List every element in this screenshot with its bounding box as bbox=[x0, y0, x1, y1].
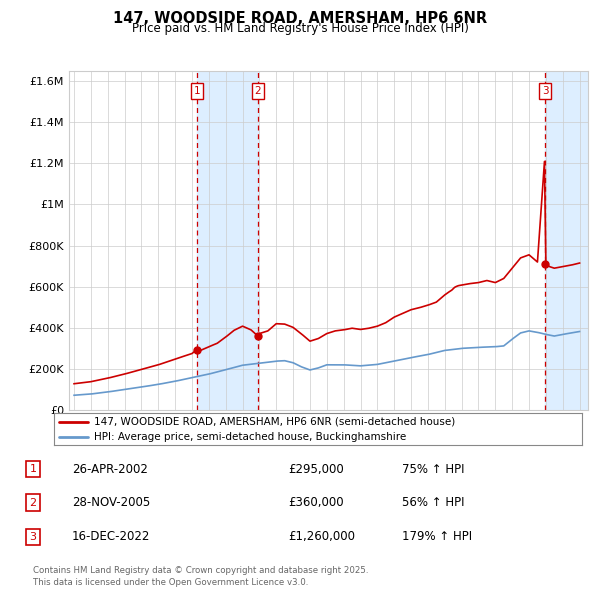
Text: 147, WOODSIDE ROAD, AMERSHAM, HP6 6NR: 147, WOODSIDE ROAD, AMERSHAM, HP6 6NR bbox=[113, 11, 487, 25]
Text: 179% ↑ HPI: 179% ↑ HPI bbox=[402, 530, 472, 543]
Bar bbox=[197, 71, 258, 410]
Text: 26-APR-2002: 26-APR-2002 bbox=[72, 463, 148, 476]
Text: 28-NOV-2005: 28-NOV-2005 bbox=[72, 496, 150, 509]
Text: Price paid vs. HM Land Registry's House Price Index (HPI): Price paid vs. HM Land Registry's House … bbox=[131, 22, 469, 35]
Text: £1,260,000: £1,260,000 bbox=[288, 530, 355, 543]
Text: 2: 2 bbox=[29, 498, 37, 507]
Text: 147, WOODSIDE ROAD, AMERSHAM, HP6 6NR (semi-detached house): 147, WOODSIDE ROAD, AMERSHAM, HP6 6NR (s… bbox=[94, 417, 455, 427]
Text: 3: 3 bbox=[29, 532, 37, 542]
Text: 1: 1 bbox=[194, 86, 200, 96]
Text: 3: 3 bbox=[542, 86, 548, 96]
Text: £295,000: £295,000 bbox=[288, 463, 344, 476]
Text: Contains HM Land Registry data © Crown copyright and database right 2025.
This d: Contains HM Land Registry data © Crown c… bbox=[33, 566, 368, 587]
Text: HPI: Average price, semi-detached house, Buckinghamshire: HPI: Average price, semi-detached house,… bbox=[94, 432, 406, 442]
Text: £360,000: £360,000 bbox=[288, 496, 344, 509]
Text: 56% ↑ HPI: 56% ↑ HPI bbox=[402, 496, 464, 509]
Text: 75% ↑ HPI: 75% ↑ HPI bbox=[402, 463, 464, 476]
Text: 2: 2 bbox=[254, 86, 261, 96]
Bar bbox=[545, 71, 588, 410]
Text: 16-DEC-2022: 16-DEC-2022 bbox=[72, 530, 151, 543]
Text: 1: 1 bbox=[29, 464, 37, 474]
